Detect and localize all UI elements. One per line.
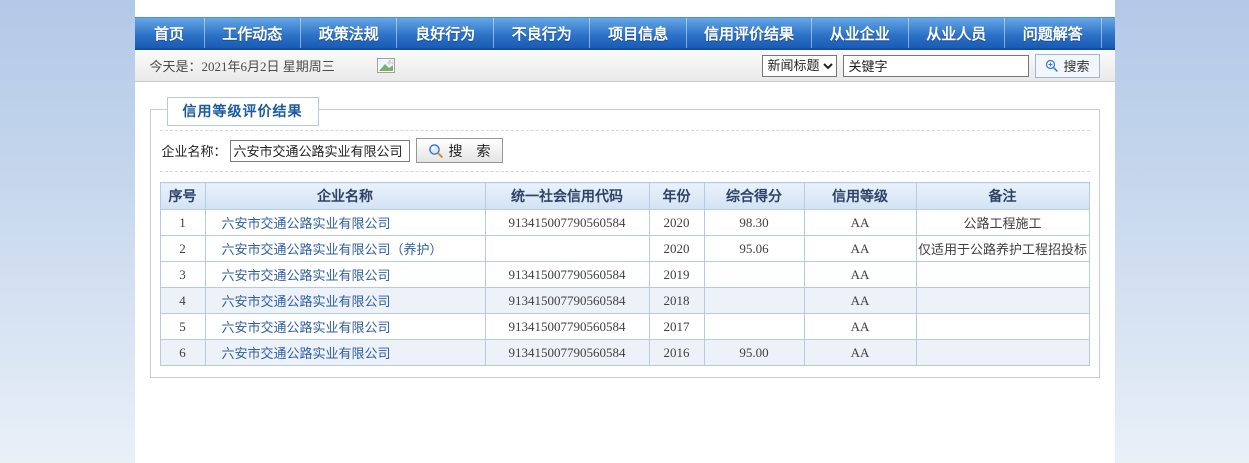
nav-item-faq[interactable]: 问题解答 <box>1005 18 1102 48</box>
cell-index: 5 <box>159 313 206 340</box>
cell-remark: 仅适用于公路养护工程招投标 <box>915 235 1090 262</box>
table-row: 3 六安市交通公路实业有限公司 913415007790560584 2019 … <box>159 261 1090 288</box>
divider-top <box>159 130 1090 131</box>
company-search-button[interactable]: 搜 索 <box>415 138 503 163</box>
cell-remark <box>915 339 1090 366</box>
nav-item-enterprises[interactable]: 从业企业 <box>812 18 909 48</box>
cell-credit-code: 913415007790560584 <box>484 313 650 340</box>
date-label: 今天是： <box>149 59 202 74</box>
cell-credit-code <box>484 235 650 262</box>
page-container: 首页 工作动态 政策法规 良好行为 不良行为 项目信息 信用评价结果 从业企业 … <box>134 0 1115 463</box>
section-title: 信用等级评价结果 <box>166 97 319 126</box>
nav-item-good-behavior[interactable]: 良好行为 <box>397 18 494 48</box>
col-header-grade: 信用等级 <box>803 182 917 210</box>
cell-score: 95.00 <box>703 339 805 366</box>
cell-index: 2 <box>159 235 206 262</box>
table-row: 5 六安市交通公路实业有限公司 913415007790560584 2017 … <box>159 313 1090 340</box>
cell-company-link[interactable]: 六安市交通公路实业有限公司（养护） <box>204 235 486 262</box>
table-row: 6 六安市交通公路实业有限公司 913415007790560584 2016 … <box>159 339 1090 366</box>
table-body: 1 六安市交通公路实业有限公司 913415007790560584 2020 … <box>159 209 1090 366</box>
cell-index: 4 <box>159 287 206 314</box>
nav-item-project-info[interactable]: 项目信息 <box>590 18 687 48</box>
current-date: 今天是：2021年6月2日 星期周三 <box>150 56 335 75</box>
credit-results-panel: 信用等级评价结果 企业名称： 搜 索 <box>149 97 1100 378</box>
nav-item-policies[interactable]: 政策法规 <box>301 18 398 48</box>
cell-company-link[interactable]: 六安市交通公路实业有限公司 <box>204 261 486 288</box>
nav-item-bad-behavior[interactable]: 不良行为 <box>494 18 591 48</box>
cell-credit-code: 913415007790560584 <box>484 209 650 236</box>
col-header-name: 企业名称 <box>204 182 486 210</box>
site-search-label: 搜索 <box>1063 59 1090 74</box>
nav-item-credit-results[interactable]: 信用评价结果 <box>687 18 813 48</box>
col-header-remark: 备注 <box>915 182 1090 210</box>
nav-item-home[interactable]: 首页 <box>135 18 205 48</box>
cell-grade: AA <box>803 261 917 288</box>
nav-item-work-news[interactable]: 工作动态 <box>205 18 301 48</box>
cell-score <box>703 261 805 288</box>
cell-credit-code: 913415007790560584 <box>484 287 650 314</box>
divider-bottom <box>159 171 1090 172</box>
cell-grade: AA <box>803 209 917 236</box>
news-category-select[interactable]: 新闻标题 <box>762 54 838 77</box>
company-name-label: 企业名称： <box>161 144 227 159</box>
cell-index: 3 <box>159 261 206 288</box>
main-content: 信用等级评价结果 企业名称： 搜 索 <box>135 82 1115 378</box>
cell-company-link[interactable]: 六安市交通公路实业有限公司 <box>204 287 486 314</box>
cell-year: 2018 <box>648 287 705 314</box>
nav-filler <box>1102 18 1115 48</box>
cell-year: 2020 <box>648 235 705 262</box>
table-header-row: 序号 企业名称 统一社会信用代码 年份 综合得分 信用等级 备注 <box>159 182 1090 210</box>
cell-remark <box>915 287 1090 314</box>
col-header-code: 统一社会信用代码 <box>484 182 650 210</box>
main-nav: 首页 工作动态 政策法规 良好行为 不良行为 项目信息 信用评价结果 从业企业 … <box>134 17 1115 50</box>
cell-index: 6 <box>159 339 206 366</box>
cell-score: 95.06 <box>703 235 805 262</box>
cell-remark <box>915 261 1090 288</box>
keyword-input[interactable] <box>843 54 1030 77</box>
cell-score: 98.30 <box>703 209 805 236</box>
magnifier-icon <box>428 143 444 159</box>
cell-year: 2019 <box>648 261 705 288</box>
table-row: 1 六安市交通公路实业有限公司 913415007790560584 2020 … <box>159 209 1090 236</box>
col-header-index: 序号 <box>159 182 206 210</box>
cell-grade: AA <box>803 313 917 340</box>
site-search-group: 新闻标题 搜索 <box>762 53 1100 78</box>
cell-score <box>703 313 805 340</box>
cell-grade: AA <box>803 235 917 262</box>
table-row: 2 六安市交通公路实业有限公司（养护） 2020 95.06 AA 仅适用于公路… <box>159 235 1090 262</box>
company-name-input[interactable] <box>229 139 410 162</box>
col-header-score: 综合得分 <box>703 182 805 210</box>
cell-company-link[interactable]: 六安市交通公路实业有限公司 <box>204 313 486 340</box>
company-search-form: 企业名称： 搜 索 <box>160 131 1090 171</box>
cell-year: 2020 <box>648 209 705 236</box>
cell-year: 2017 <box>648 313 705 340</box>
cell-credit-code: 913415007790560584 <box>484 339 650 366</box>
nav-item-personnel[interactable]: 从业人员 <box>909 18 1006 48</box>
broken-image-icon <box>376 58 395 73</box>
table-row: 4 六安市交通公路实业有限公司 913415007790560584 2018 … <box>159 287 1090 314</box>
cell-grade: AA <box>803 339 917 366</box>
date-value: 2021年6月2日 星期周三 <box>201 59 335 74</box>
cell-remark <box>915 313 1090 340</box>
cell-company-link[interactable]: 六安市交通公路实业有限公司 <box>204 339 486 366</box>
col-header-year: 年份 <box>648 182 705 210</box>
toolbar: 今天是：2021年6月2日 星期周三 新闻标题 <box>134 50 1115 82</box>
zoom-search-icon <box>1045 59 1059 73</box>
site-search-button[interactable]: 搜索 <box>1035 53 1100 78</box>
company-search-label: 搜 索 <box>448 142 491 159</box>
cell-remark: 公路工程施工 <box>915 209 1090 236</box>
cell-credit-code: 913415007790560584 <box>484 261 650 288</box>
cell-grade: AA <box>803 287 917 314</box>
cell-year: 2016 <box>648 339 705 366</box>
cell-index: 1 <box>159 209 206 236</box>
cell-score <box>703 287 805 314</box>
cell-company-link[interactable]: 六安市交通公路实业有限公司 <box>204 209 486 236</box>
results-table: 序号 企业名称 统一社会信用代码 年份 综合得分 信用等级 备注 1 六安市交通… <box>159 182 1090 366</box>
